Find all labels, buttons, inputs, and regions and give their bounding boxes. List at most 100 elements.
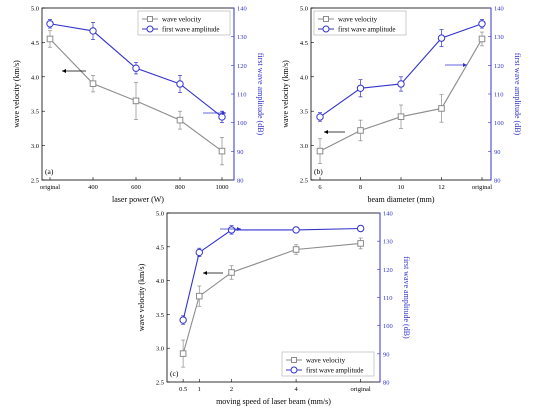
data-point-velocity bbox=[132, 97, 140, 105]
legend-entry: first wave amplitude bbox=[306, 367, 364, 375]
legend-marker bbox=[146, 25, 154, 33]
data-point-amplitude bbox=[356, 224, 365, 233]
data-point-amplitude bbox=[478, 20, 486, 28]
y-left-axis-label: wave velocity (km/s) bbox=[137, 263, 146, 331]
y-left-tick-label: 3.0 bbox=[156, 346, 164, 353]
axis-indicator-arrowhead bbox=[62, 69, 66, 73]
x-tick-label: 8 bbox=[359, 184, 362, 191]
legend-entry: first wave amplitude bbox=[162, 26, 220, 34]
data-point-amplitude bbox=[227, 226, 236, 234]
data-point-amplitude bbox=[179, 316, 187, 324]
series-line-amplitude bbox=[182, 227, 361, 321]
data-point-amplitude bbox=[89, 27, 97, 35]
y-right-tick-label: 120 bbox=[237, 63, 247, 70]
y-right-tick-label: 80 bbox=[237, 178, 244, 185]
y-right-tick-label: 120 bbox=[383, 267, 393, 274]
y-left-tick-label: 2.5 bbox=[31, 178, 39, 185]
x-tick-label: 1 bbox=[198, 386, 201, 393]
x-axis-label: laser power (W) bbox=[112, 195, 164, 204]
data-point-velocity bbox=[292, 246, 300, 253]
x-axis-label: moving speed of laser beam (mm/s) bbox=[216, 397, 331, 406]
y-right-tick-label: 100 bbox=[237, 120, 247, 127]
data-point-velocity bbox=[179, 350, 187, 357]
legend-marker bbox=[291, 357, 297, 363]
data-point-amplitude bbox=[437, 34, 446, 42]
y-left-tick-label: 4.0 bbox=[31, 74, 39, 81]
legend-box bbox=[137, 10, 231, 36]
data-point-velocity bbox=[397, 113, 405, 121]
x-tick-label: 10 bbox=[398, 184, 405, 191]
x-tick-label: 4 bbox=[294, 386, 298, 393]
panel-b: 2.5 3.0 3.5 4.0 4.5 5.0 80 90 100 110 120 130 140 6 8 1… bbox=[281, 6, 522, 205]
y-right-axis-label: first wave amplitude (dB) bbox=[513, 53, 522, 136]
y-right-tick-label: 90 bbox=[383, 351, 390, 358]
y-right-tick-label: 90 bbox=[237, 149, 244, 156]
data-point-amplitude bbox=[195, 248, 203, 257]
y-right-tick-label: 140 bbox=[494, 6, 504, 13]
x-tick-label: 800 bbox=[175, 184, 185, 191]
x-tick-label: 0.5 bbox=[179, 386, 187, 393]
y-left-tick-label: 3.5 bbox=[300, 109, 308, 116]
y-left-tick-label: 4.5 bbox=[156, 244, 164, 251]
axis-indicator-arrowhead bbox=[237, 227, 241, 231]
y-right-axis-label: first wave amplitude (dB) bbox=[402, 256, 411, 339]
data-point-velocity bbox=[316, 147, 324, 155]
legend-box bbox=[313, 10, 407, 36]
x-tick-label: 400 bbox=[88, 184, 98, 191]
legend-entry: wave velocity bbox=[306, 357, 346, 365]
y-right-tick-label: 140 bbox=[237, 6, 247, 13]
y-left-tick-label: 2.5 bbox=[156, 380, 164, 387]
y-left-axis-label: wave velocity (km/s) bbox=[281, 60, 290, 128]
series-line-amplitude bbox=[319, 23, 483, 118]
legend-box bbox=[281, 351, 375, 377]
data-point-velocity bbox=[218, 147, 226, 155]
data-point-velocity bbox=[438, 105, 445, 112]
axis-indicator-arrowhead bbox=[222, 111, 226, 115]
data-point-velocity bbox=[176, 116, 184, 124]
data-point-amplitude bbox=[316, 113, 324, 121]
legend: wave velocity first wave amplitude bbox=[313, 10, 407, 36]
x-tick-label: 6 bbox=[318, 184, 322, 191]
y-right-tick-label: 110 bbox=[494, 92, 504, 99]
y-left-axis-label: wave velocity (km/s) bbox=[12, 60, 21, 128]
y-left-tick-label: 5.0 bbox=[156, 211, 164, 218]
data-point-amplitude bbox=[176, 80, 184, 88]
panel-a: 2.5 3.0 3.5 4.0 4.5 5.0 80 90 100 110 120 130 140 ori… bbox=[12, 6, 265, 205]
y-right-tick-label: 110 bbox=[383, 295, 393, 302]
legend: wave velocity first wave amplitude bbox=[281, 351, 375, 377]
x-tick-label: 12 bbox=[438, 184, 445, 191]
data-point-amplitude bbox=[397, 80, 405, 88]
x-tick-label: 2 bbox=[230, 386, 233, 393]
legend: wave velocity first wave amplitude bbox=[137, 10, 231, 36]
y-right-axis-label: first wave amplitude (dB) bbox=[256, 53, 265, 136]
data-point-amplitude bbox=[46, 20, 54, 28]
y-left-tick-label: 3.5 bbox=[31, 109, 39, 116]
data-point-velocity bbox=[357, 127, 364, 134]
data-point-velocity bbox=[89, 80, 97, 87]
y-left-tick-label: 4.0 bbox=[156, 278, 164, 285]
y-right-tick-label: 140 bbox=[383, 211, 393, 218]
y-right-tick-label: 120 bbox=[494, 63, 504, 70]
data-point-velocity bbox=[357, 240, 364, 247]
y-left-tick-label: 5.0 bbox=[31, 6, 39, 13]
y-left-tick-label: 3.5 bbox=[156, 312, 164, 319]
y-right-tick-label: 130 bbox=[494, 34, 504, 41]
x-tick-label: original bbox=[40, 184, 60, 191]
legend-marker bbox=[322, 25, 330, 33]
legend-entry: wave velocity bbox=[338, 16, 378, 24]
legend-entry: wave velocity bbox=[162, 16, 202, 24]
y-right-tick-label: 130 bbox=[383, 239, 393, 246]
y-left-tick-label: 4.5 bbox=[31, 40, 39, 47]
panel-label: (c) bbox=[170, 369, 179, 378]
x-tick-label: original bbox=[351, 386, 371, 393]
legend-entry: first wave amplitude bbox=[338, 26, 396, 34]
series-line-velocity bbox=[182, 242, 361, 354]
x-axis-label: beam diameter (mm) bbox=[367, 195, 434, 204]
y-right-tick-label: 80 bbox=[494, 178, 501, 185]
y-right-tick-label: 80 bbox=[383, 380, 390, 387]
y-left-tick-label: 2.5 bbox=[300, 178, 308, 185]
data-point-amplitude bbox=[132, 64, 140, 72]
y-right-tick-label: 110 bbox=[237, 92, 247, 99]
y-right-tick-label: 130 bbox=[237, 34, 247, 41]
